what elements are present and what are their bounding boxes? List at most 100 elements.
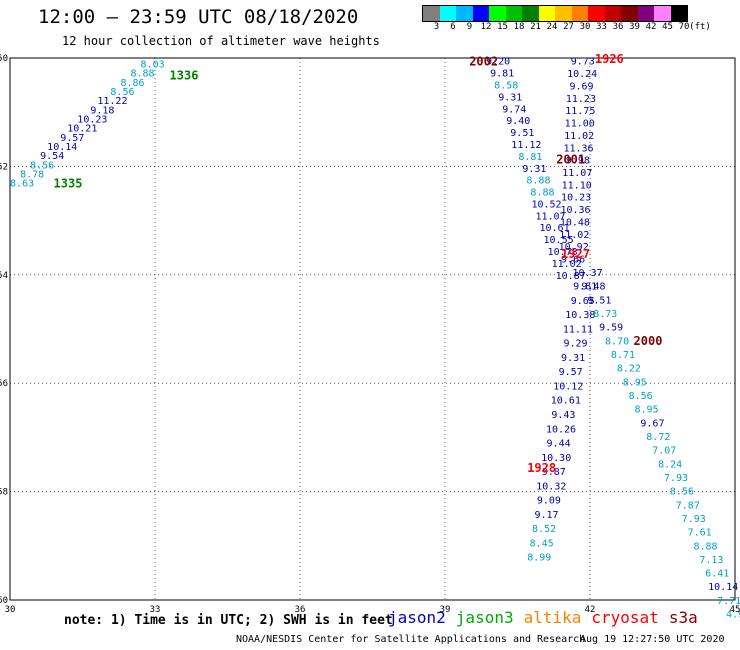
wave-height-point: 8.45 bbox=[530, 538, 554, 549]
wave-height-point: 7.13 bbox=[699, 555, 723, 566]
wave-height-point: 10.23 bbox=[561, 193, 591, 204]
wave-height-point: 9.67 bbox=[640, 418, 664, 429]
x-tick-label: 30 bbox=[5, 605, 16, 615]
wave-height-point: 8.99 bbox=[527, 553, 551, 564]
wave-height-point: 8.56 bbox=[629, 391, 653, 402]
wave-height-point: 9.40 bbox=[506, 116, 530, 127]
wave-height-point: 9.87 bbox=[542, 467, 566, 478]
wave-height-point: 8.70 bbox=[605, 336, 629, 347]
pass-time-label: 2001 bbox=[556, 152, 585, 166]
x-tick-label: 36 bbox=[295, 605, 306, 615]
wave-height-point: 11.02 bbox=[564, 131, 594, 142]
color-scale-label: 21 bbox=[530, 22, 541, 32]
wave-height-point: 8.03 bbox=[141, 59, 165, 70]
wave-height-point: 9.31 bbox=[561, 353, 585, 364]
pass-time-label: 1928 bbox=[527, 461, 556, 475]
wave-height-point: 9.20 bbox=[486, 57, 510, 68]
wave-height-point: 9.81 bbox=[490, 69, 514, 80]
wave-height-point: 11.11 bbox=[563, 324, 593, 335]
wave-height-point: 10.73 bbox=[548, 247, 578, 258]
wave-height-point: 8.88 bbox=[530, 188, 554, 199]
y-tick-label: -60 bbox=[0, 596, 8, 606]
wave-height-point: 9.73 bbox=[571, 57, 595, 68]
wave-height-point: 7.93 bbox=[664, 473, 688, 484]
wave-height-point: 8.56 bbox=[30, 160, 54, 171]
wave-height-point: 11.12 bbox=[511, 140, 541, 151]
wave-height-point: 7.93 bbox=[682, 514, 706, 525]
wave-height-point: 11.22 bbox=[97, 96, 127, 107]
wave-height-point: 8.88 bbox=[130, 69, 154, 80]
wave-height-point: 9.57 bbox=[559, 367, 583, 378]
wave-height-point: 10.14 bbox=[708, 582, 738, 593]
pass-time-label: 1336 bbox=[170, 68, 199, 82]
y-tick-label: -52 bbox=[0, 162, 8, 172]
wave-height-point: 9.98 bbox=[566, 156, 590, 167]
color-scale-label: 9 bbox=[466, 22, 473, 32]
color-scale-label: 42 bbox=[645, 22, 657, 32]
wave-height-point: 6.41 bbox=[705, 569, 729, 580]
x-tick-label: 33 bbox=[150, 605, 161, 615]
wave-height-point: 8.71 bbox=[611, 350, 635, 361]
wave-height-point: 11.07 bbox=[535, 211, 565, 222]
wave-height-point: 8.56 bbox=[670, 487, 694, 498]
credit-line: NOAA/NESDIS Center for Satellite Applica… bbox=[236, 634, 586, 645]
satellite-legend-item: altika bbox=[523, 608, 582, 627]
wave-height-point: 9.43 bbox=[551, 410, 575, 421]
color-scale-label: 15 bbox=[497, 22, 508, 32]
color-swatch bbox=[571, 6, 588, 21]
pass-time-label: 1926 bbox=[595, 52, 624, 66]
wave-height-point: 9.09 bbox=[537, 496, 561, 507]
wave-height-point: 8.22 bbox=[617, 364, 641, 375]
wave-height-point: 8.95 bbox=[635, 405, 659, 416]
satellite-legend-item: jason3 bbox=[455, 608, 514, 627]
y-tick-label: -50 bbox=[0, 54, 8, 64]
satellite-legend-item: jason2 bbox=[388, 608, 446, 627]
wave-height-point: 11.02 bbox=[552, 259, 582, 270]
wave-height-point: 8.88 bbox=[526, 176, 550, 187]
wave-height-point: 11.36 bbox=[563, 143, 593, 154]
plot-frame bbox=[9, 57, 736, 601]
pass-time-label: 1927 bbox=[561, 247, 590, 261]
color-scale-label: 33 bbox=[596, 22, 607, 32]
wave-height-point: 11.07 bbox=[562, 168, 592, 179]
wave-height-point: 10.55 bbox=[544, 235, 574, 246]
color-swatch bbox=[522, 6, 539, 21]
y-tick-label: -56 bbox=[0, 379, 8, 389]
wave-height-point: 10.23 bbox=[77, 114, 107, 125]
color-scale-label: 70 bbox=[678, 22, 690, 32]
wave-height-point: 8.88 bbox=[693, 541, 717, 552]
wave-height-point: 9.65 bbox=[571, 296, 595, 307]
color-swatch bbox=[670, 6, 687, 21]
wave-height-point: 8.73 bbox=[593, 309, 617, 320]
color-scale-label: 24 bbox=[546, 22, 558, 32]
color-scale-label: 3 bbox=[433, 22, 440, 32]
wave-height-point: 8.58 bbox=[494, 80, 518, 91]
wave-height-point: 7.61 bbox=[688, 528, 712, 539]
pass-time-label: 1335 bbox=[54, 177, 83, 191]
wave-height-point: 10.21 bbox=[67, 124, 97, 135]
wave-height-point: 10.61 bbox=[551, 396, 581, 407]
wave-height-point: 8.81 bbox=[518, 152, 542, 163]
wave-height-point: 8.24 bbox=[658, 459, 682, 470]
color-scale-label: 39 bbox=[629, 22, 640, 32]
color-scale-label: 30 bbox=[579, 22, 591, 32]
wave-height-point: 9.31 bbox=[498, 92, 522, 103]
wave-height-point: 4.9 bbox=[726, 610, 740, 621]
color-swatch bbox=[604, 6, 621, 21]
pass-time-label: 2000 bbox=[634, 334, 663, 348]
wave-height-point: 11.75 bbox=[565, 106, 595, 117]
pass-time-label: 2002 bbox=[469, 55, 498, 69]
wave-height-point: 10.37 bbox=[573, 268, 603, 279]
color-swatch bbox=[489, 6, 506, 21]
color-swatch bbox=[439, 6, 456, 21]
color-swatch bbox=[456, 6, 473, 21]
wave-height-point: 9.51 bbox=[587, 295, 611, 306]
wave-height-point: 11.23 bbox=[566, 94, 596, 105]
chart-title: 12:00 – 23:59 UTC 08/18/2020 bbox=[38, 6, 359, 28]
wave-height-point: 9.81 bbox=[573, 282, 597, 293]
color-scale-label: 12 bbox=[480, 22, 492, 32]
x-tick-label: 45 bbox=[730, 605, 740, 615]
wave-height-point: 10.24 bbox=[567, 69, 597, 80]
wave-height-point: 11.00 bbox=[565, 119, 595, 130]
color-scale-label: 36 bbox=[612, 22, 624, 32]
